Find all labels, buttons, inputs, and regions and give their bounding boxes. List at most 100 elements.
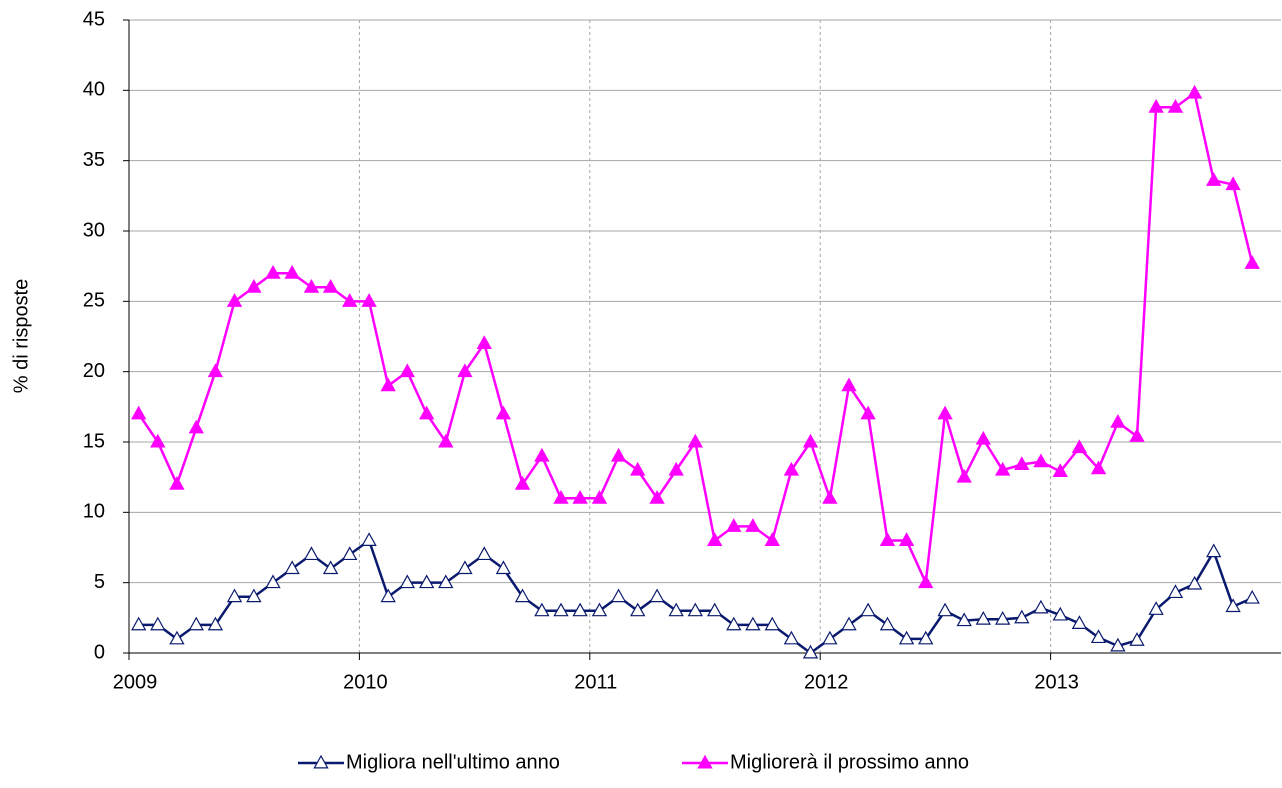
data-point <box>226 293 243 307</box>
data-point <box>438 574 454 589</box>
data-point <box>1090 460 1107 475</box>
data-point <box>342 546 358 561</box>
data-point <box>1129 428 1145 442</box>
data-point <box>802 433 819 448</box>
data-point <box>975 430 991 445</box>
data-point <box>1033 599 1049 614</box>
data-point <box>802 644 819 659</box>
y-tick-label: 20 <box>83 360 105 382</box>
data-point <box>1244 255 1260 269</box>
data-point <box>668 602 684 617</box>
data-point <box>1129 632 1145 646</box>
data-point <box>707 532 723 546</box>
data-point <box>1090 629 1107 644</box>
data-point <box>726 518 742 532</box>
data-point <box>399 363 415 378</box>
y-tick-label: 45 <box>83 8 105 30</box>
data-point <box>1014 609 1030 624</box>
data-point <box>150 433 166 448</box>
y-tick-label: 30 <box>83 219 105 241</box>
y-tick-label: 35 <box>83 149 105 171</box>
y-tick-label: 15 <box>83 430 105 452</box>
data-point <box>783 461 800 476</box>
data-point <box>783 630 800 645</box>
data-point <box>419 405 435 420</box>
data-point <box>303 279 320 293</box>
data-point <box>764 532 780 546</box>
y-tick-label: 5 <box>94 571 105 593</box>
data-point <box>457 560 473 575</box>
x-tick-label: 2013 <box>1034 671 1079 693</box>
data-point <box>303 546 320 561</box>
legend-marker <box>697 754 713 769</box>
data-point <box>572 602 588 617</box>
data-point <box>342 293 358 307</box>
data-point <box>361 293 377 307</box>
data-point <box>495 560 512 575</box>
data-point <box>937 405 953 420</box>
data-point <box>188 616 204 631</box>
data-point <box>841 377 857 392</box>
data-point <box>514 475 531 490</box>
series-line <box>137 90 1254 588</box>
x-tick-label: 2011 <box>574 671 617 693</box>
data-point <box>399 574 415 589</box>
data-point <box>1244 589 1260 604</box>
data-point <box>1206 543 1222 558</box>
data-point <box>822 490 838 504</box>
data-point <box>246 279 262 293</box>
data-point <box>322 560 339 575</box>
data-point <box>169 630 185 645</box>
data-point <box>898 630 915 645</box>
data-point <box>246 588 262 603</box>
data-point <box>572 490 588 504</box>
data-point <box>131 405 147 420</box>
legend-label: Migliorerà il prossimo anno <box>730 751 969 773</box>
data-point <box>860 602 876 617</box>
y-tick-label: 0 <box>94 641 105 663</box>
data-point <box>150 616 166 631</box>
x-tick-label: 2012 <box>804 671 849 693</box>
data-point <box>1033 453 1049 468</box>
data-point <box>514 588 531 603</box>
data-point <box>284 560 300 575</box>
data-point <box>995 461 1011 476</box>
data-point <box>1225 598 1241 613</box>
data-point <box>687 602 703 617</box>
data-point <box>1186 84 1203 99</box>
data-point <box>610 447 627 462</box>
data-point <box>380 377 396 392</box>
data-point <box>918 630 934 645</box>
data-point <box>207 616 224 631</box>
data-point <box>361 532 377 546</box>
data-point <box>649 490 665 504</box>
data-point <box>975 611 991 625</box>
data-point <box>610 588 627 603</box>
data-point <box>995 611 1011 625</box>
data-point <box>553 490 569 504</box>
data-point <box>764 616 780 631</box>
data-point <box>918 574 934 589</box>
data-point <box>879 532 896 546</box>
data-point <box>591 490 608 504</box>
data-point <box>745 616 761 631</box>
data-point <box>898 532 915 546</box>
data-point <box>1071 439 1088 454</box>
data-point <box>1225 176 1241 191</box>
data-point <box>1014 456 1030 471</box>
data-point <box>131 616 147 631</box>
data-point <box>495 405 512 420</box>
data-point <box>649 588 665 603</box>
data-point <box>1148 601 1164 615</box>
data-point <box>284 264 300 279</box>
data-point <box>937 602 953 617</box>
data-point <box>1071 615 1088 629</box>
data-point <box>956 468 972 483</box>
data-point <box>630 602 646 617</box>
data-point <box>726 616 742 631</box>
data-point <box>630 461 646 476</box>
data-point <box>591 602 608 617</box>
data-point <box>841 616 857 631</box>
